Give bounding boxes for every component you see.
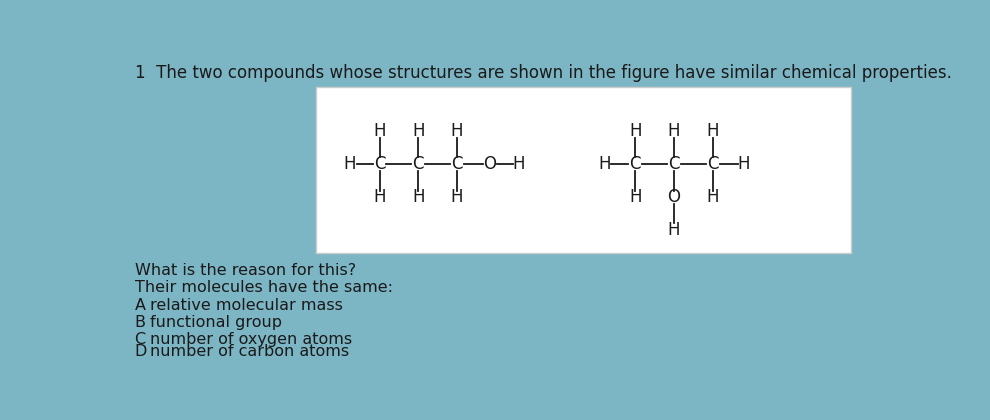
Text: H: H — [667, 122, 680, 140]
Text: H: H — [629, 122, 642, 140]
Text: C: C — [413, 155, 424, 173]
Text: H: H — [513, 155, 526, 173]
Text: H: H — [450, 189, 463, 207]
Text: H: H — [598, 155, 611, 173]
Text: C: C — [135, 332, 146, 347]
Text: H: H — [412, 189, 425, 207]
Text: relative molecular mass: relative molecular mass — [150, 298, 343, 313]
Text: D: D — [135, 344, 147, 359]
Text: H: H — [412, 122, 425, 140]
Text: number of oxygen atoms: number of oxygen atoms — [150, 332, 352, 347]
Text: 1  The two compounds whose structures are shown in the figure have similar chemi: 1 The two compounds whose structures are… — [135, 64, 951, 82]
FancyBboxPatch shape — [316, 87, 850, 253]
Text: C: C — [668, 155, 680, 173]
Text: H: H — [667, 221, 680, 239]
Text: H: H — [373, 122, 386, 140]
Text: Their molecules have the same:: Their molecules have the same: — [135, 280, 393, 295]
Text: C: C — [374, 155, 385, 173]
Text: C: C — [707, 155, 719, 173]
Text: C: C — [451, 155, 462, 173]
Text: H: H — [707, 189, 719, 207]
Text: number of carbon atoms: number of carbon atoms — [150, 344, 349, 359]
Text: O: O — [483, 155, 496, 173]
Text: H: H — [344, 155, 356, 173]
Text: B: B — [135, 315, 146, 330]
Text: H: H — [629, 189, 642, 207]
Text: O: O — [667, 189, 680, 207]
Text: A: A — [135, 298, 146, 313]
Text: functional group: functional group — [150, 315, 282, 330]
Text: What is the reason for this?: What is the reason for this? — [135, 263, 355, 278]
Text: H: H — [707, 122, 719, 140]
Text: C: C — [630, 155, 641, 173]
Text: H: H — [450, 122, 463, 140]
Text: H: H — [738, 155, 750, 173]
Text: H: H — [373, 189, 386, 207]
